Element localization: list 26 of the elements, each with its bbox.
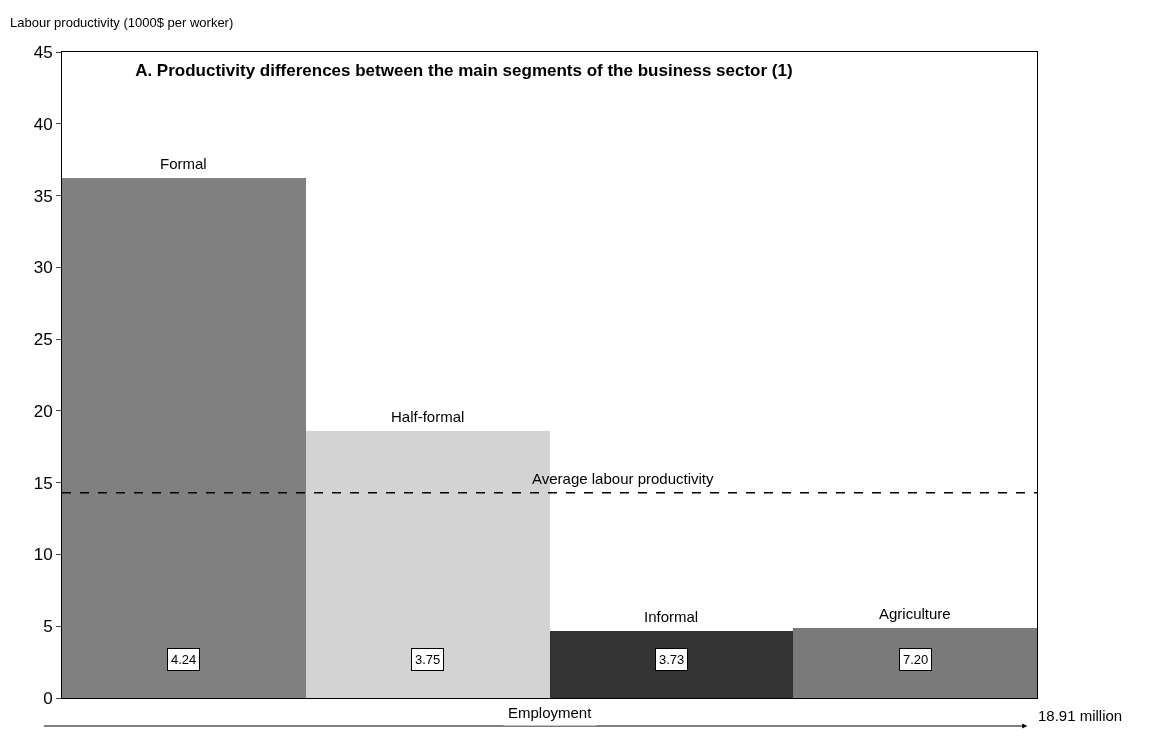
- text: A. Productivity differences between the main segments of the business sector (1): [135, 61, 793, 81]
- annotation: 4.24: [171, 652, 197, 667]
- bar: [793, 628, 1037, 698]
- x-axis-title: Employment: [508, 704, 593, 721]
- x-tick-label: Formal: [160, 155, 207, 172]
- y-tick-label: 30: [33, 258, 53, 278]
- x-tick-label: Informal: [644, 608, 699, 625]
- bar: [62, 178, 306, 698]
- y-tick-label: 0: [43, 688, 53, 708]
- y-tick-label: 10: [33, 545, 53, 565]
- annotation: 7.20: [903, 652, 929, 667]
- x-tick-label: Agriculture: [879, 605, 951, 622]
- y-tick-label: 35: [33, 186, 53, 206]
- y-tick-label: 15: [33, 473, 53, 493]
- y-tick-label: 40: [33, 114, 53, 134]
- annotation: 3.73: [659, 652, 685, 667]
- y-tick-label: 5: [43, 617, 53, 637]
- y-tick-label: 45: [33, 42, 53, 62]
- y-tick-label: 25: [33, 330, 53, 350]
- bar: [550, 631, 793, 698]
- annotation: 3.75: [415, 652, 441, 667]
- y-tick-label: 20: [33, 401, 53, 421]
- ref-line-label: Average labour productivity: [532, 470, 714, 487]
- x-tick-label: Half-formal: [391, 408, 465, 425]
- y-axis-title: Labour productivity (1000$ per worker): [10, 15, 234, 30]
- text: 18.91 million: [1038, 707, 1123, 724]
